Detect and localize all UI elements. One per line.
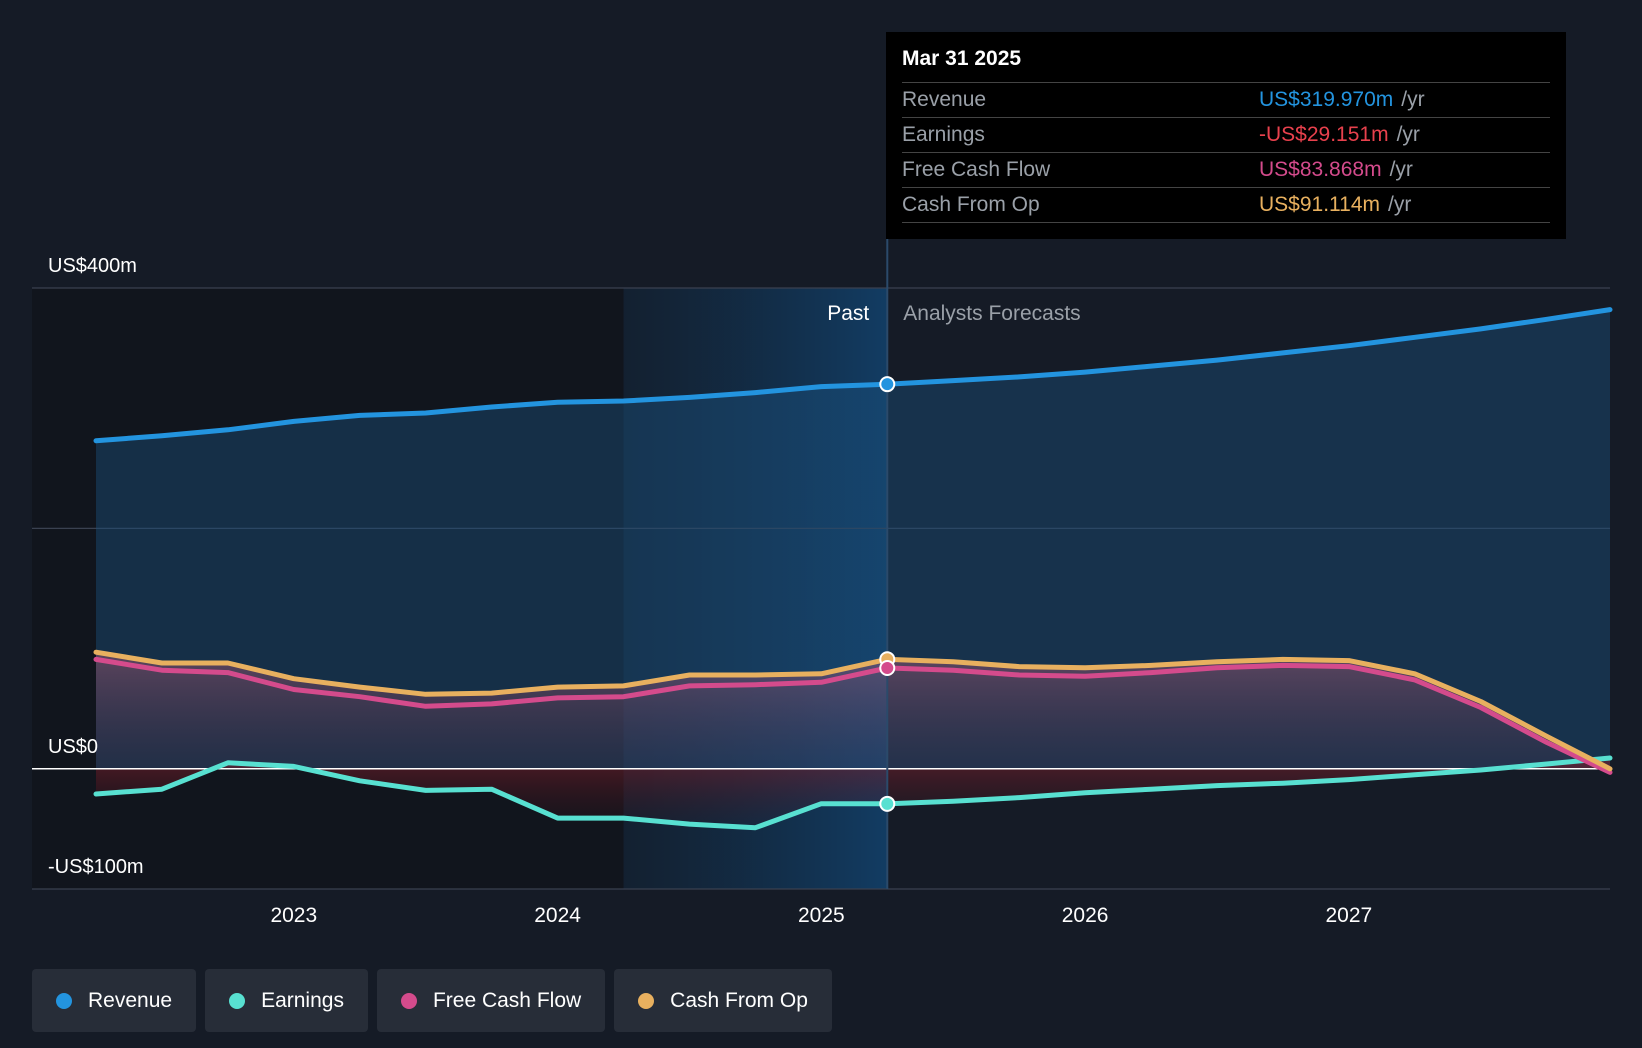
past-label: Past xyxy=(827,302,869,325)
x-tick-label: 2027 xyxy=(1326,904,1373,927)
y-tick-label: US$400m xyxy=(48,255,137,277)
x-tick-label: 2024 xyxy=(534,904,581,927)
legend-label: Cash From Op xyxy=(670,988,808,1012)
earnings-line xyxy=(93,755,1613,831)
tooltip-value: US$83.868m xyxy=(1259,158,1382,181)
tooltip-unit: /yr xyxy=(1396,123,1420,146)
legend-dot-icon xyxy=(638,992,655,1009)
tooltip-value: -US$29.151m xyxy=(1259,123,1389,146)
y-tick-label: -US$100m xyxy=(48,856,144,878)
tooltip-label: Revenue xyxy=(902,88,987,111)
gridlines xyxy=(32,287,1610,890)
legend-item-cash-from-op[interactable]: Cash From Op xyxy=(614,969,832,1032)
legend: Revenue Earnings Free Cash Flow Cash From O… xyxy=(32,969,832,1032)
legend-dot-icon xyxy=(400,992,417,1009)
legend-dot-icon xyxy=(56,992,72,1009)
x-tick-label: 2025 xyxy=(798,904,845,927)
tooltip-label: Free Cash Flow xyxy=(902,158,1051,181)
legend-dot-icon xyxy=(229,992,246,1009)
tooltip-row-cash-from-op: Cash From Op US$91.114m/yr xyxy=(902,187,1550,223)
cash-area xyxy=(96,652,1610,769)
legend-item-earnings[interactable]: Earnings xyxy=(205,969,368,1032)
revenue-line xyxy=(93,307,1613,444)
tooltip-row-free-cash-flow: Free Cash Flow US$83.868m/yr xyxy=(902,152,1550,187)
legend-label: Revenue xyxy=(88,988,173,1012)
revenue-marker[interactable] xyxy=(879,376,896,393)
legend-label: Free Cash Flow xyxy=(432,988,582,1012)
tooltip-unit: /yr xyxy=(1388,193,1412,216)
tooltip-label: Cash From Op xyxy=(902,193,1040,216)
y-tick-label: US$0 xyxy=(48,736,98,758)
tooltip-date: Mar 31 2025 xyxy=(902,47,1022,70)
x-tick-label: 2023 xyxy=(270,904,317,927)
tooltip-value: US$319.970m xyxy=(1259,88,1394,111)
cash-from-op-line xyxy=(93,649,1613,772)
earnings-negative-area xyxy=(96,758,1610,828)
forecast-label: Analysts Forecasts xyxy=(903,302,1080,325)
tooltip-unit: /yr xyxy=(1401,88,1425,111)
tooltip-unit: /yr xyxy=(1389,158,1413,181)
tooltip-row-earnings: Earnings -US$29.151m/yr xyxy=(902,117,1550,152)
free-cash-flow-marker[interactable] xyxy=(879,659,896,676)
tooltip: Mar 31 2025 Revenue US$319.970m/yr Earning… xyxy=(886,32,1566,239)
legend-label: Earnings xyxy=(261,988,344,1012)
x-tick-label: 2026 xyxy=(1062,904,1109,927)
earnings-marker[interactable] xyxy=(879,795,896,812)
legend-item-free-cash-flow[interactable]: Free Cash Flow xyxy=(376,969,606,1032)
legend-item-revenue[interactable]: Revenue xyxy=(32,969,197,1032)
tooltip-row-revenue: Revenue US$319.970m/yr xyxy=(902,82,1550,117)
tooltip-value: US$91.114m xyxy=(1259,193,1381,216)
revenue-area xyxy=(96,309,1610,769)
free-cash-flow-line xyxy=(93,656,1613,775)
tooltip-label: Earnings xyxy=(902,123,985,146)
